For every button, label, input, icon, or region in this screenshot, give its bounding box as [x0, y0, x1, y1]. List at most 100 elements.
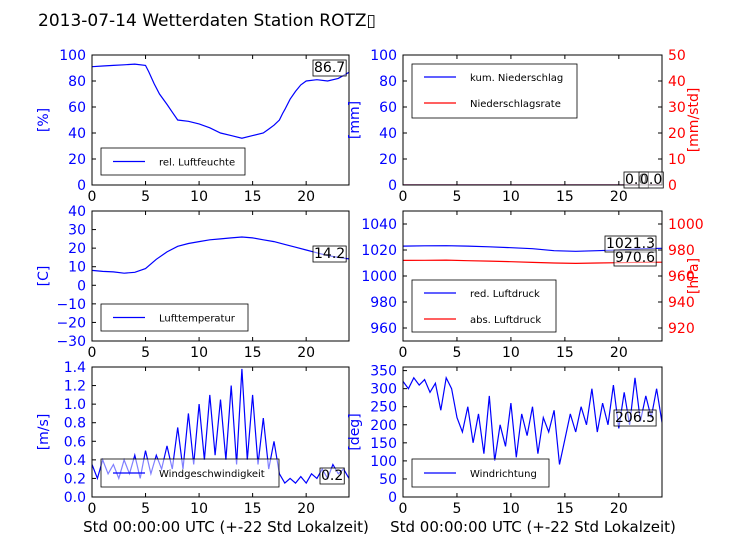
- legend-label: Windrichtung: [470, 469, 537, 480]
- y-axis-label: [mm]: [347, 101, 363, 139]
- legend: Lufttemperatur: [100, 303, 249, 332]
- legend: kum. Niederschlag Niederschlagsrate: [411, 63, 578, 119]
- legend-label: Windgeschwindigkeit: [159, 469, 265, 480]
- y-tick-label: 10: [68, 260, 86, 276]
- x-tick-label: 15: [244, 189, 262, 205]
- series-line-humidity-0: [92, 63, 349, 139]
- y-tick-label: 350: [370, 364, 397, 380]
- legend-label: red. Luftdruck: [470, 289, 540, 300]
- y-tick-label: 20: [379, 152, 397, 168]
- figure-title: 2013-07-14 Wetterdaten Station ROTZ▯: [38, 11, 376, 31]
- value-annotation: 206.5: [615, 410, 655, 426]
- y-tick-label: 40: [379, 126, 397, 142]
- y-tick-label: 1.2: [64, 379, 86, 395]
- y-tick-label: 0.6: [64, 434, 86, 450]
- x-tick-label: 20: [610, 501, 628, 517]
- series-line-temperature-0: [92, 236, 349, 274]
- y-tick-label: −30: [56, 334, 86, 350]
- y-tick-label: 0.8: [64, 416, 86, 432]
- x-tick-label: 5: [141, 189, 150, 205]
- annotation-box-2: [638, 171, 664, 189]
- legend: red. Luftdruck abs. Luftdruck: [411, 279, 557, 333]
- y-tick-label: 1000: [361, 269, 397, 285]
- legend-label: Niederschlagsrate: [470, 99, 561, 110]
- annotation-box: [613, 409, 657, 427]
- legend-label: rel. Luftfeuchte: [159, 158, 235, 169]
- x-tick-label: 5: [452, 501, 461, 517]
- x-tick-label: 10: [190, 189, 208, 205]
- y-right-tick-label: 50: [668, 48, 686, 64]
- x-tick-label: 15: [244, 345, 262, 361]
- y-tick-label: 1.0: [64, 397, 86, 413]
- y-tick-label: 100: [370, 454, 397, 470]
- x-tick-label: 15: [556, 189, 574, 205]
- y-tick-label: 0: [388, 178, 397, 194]
- y-right-tick-label: 920: [668, 321, 695, 337]
- y-tick-label: 50: [379, 472, 397, 488]
- y-right-tick-label: 20: [668, 126, 686, 142]
- annotation-box: [312, 245, 347, 263]
- y-tick-label: 80: [379, 74, 397, 90]
- y-tick-label: 100: [370, 48, 397, 64]
- y-right-tick-label: 0: [668, 178, 677, 194]
- x-tick-label: 15: [244, 501, 262, 517]
- plot-frame: [402, 366, 663, 498]
- y-tick-label: 0: [388, 490, 397, 506]
- x-tick-label: 20: [297, 189, 315, 205]
- x-tick-label: 0: [399, 189, 408, 205]
- legend-box: [411, 63, 578, 119]
- panel-pressure: 0 5 10 15 20 960 980 1000 1020 1040 920 940 960 980 10…: [361, 210, 704, 361]
- y-right-tick-label: 1000: [668, 217, 704, 233]
- legend-box: [411, 279, 557, 333]
- y-tick-label: 60: [379, 100, 397, 116]
- y-tick-label: 0.2: [64, 471, 86, 487]
- y-tick-label: 100: [59, 48, 86, 64]
- annotation-box-2: [613, 249, 657, 267]
- x-tick-label: 0: [88, 189, 97, 205]
- legend: Windgeschwindigkeit: [100, 458, 280, 488]
- y-tick-label: −20: [56, 315, 86, 331]
- x-axis-label-left: Std 00:00:00 UTC (+-22 Std Lokalzeit): [83, 518, 369, 536]
- y-axis-label: [deg]: [347, 413, 363, 450]
- x-tick-label: 15: [556, 501, 574, 517]
- y-axis-label: [%]: [36, 108, 52, 132]
- legend-label: Lufttemperatur: [159, 314, 236, 325]
- x-tick-label: 0: [399, 501, 408, 517]
- x-tick-label: 10: [502, 501, 520, 517]
- y-axis-label-right: [hPa]: [686, 258, 702, 294]
- panel-wind: 0 5 10 15 20 0.0 0.2 0.4 0.6 0.8 1.0 1.2 1.4 [m/s] Win…: [36, 360, 350, 517]
- y-right-tick-label: 10: [668, 152, 686, 168]
- y-tick-label: 0.4: [64, 453, 86, 469]
- x-axis-label-right: Std 00:00:00 UTC (+-22 Std Lokalzeit): [390, 518, 676, 536]
- value-annotation-2: 970.6: [615, 250, 655, 266]
- x-tick-label: 10: [190, 345, 208, 361]
- panel-humidity: 0 5 10 15 20 0 20 40 60 80 100 [%] rel. Luftfeuchte 8…: [36, 48, 350, 205]
- series-line-wind-0: [92, 368, 349, 485]
- x-tick-label: 20: [297, 501, 315, 517]
- value-annotation: 86.7: [314, 60, 345, 76]
- series-line-direction-0: [403, 375, 662, 465]
- y-tick-label: 0.0: [64, 490, 86, 506]
- legend: Windrichtung: [411, 458, 550, 488]
- y-tick-label: 200: [370, 418, 397, 434]
- panel-precip: 0 5 10 15 20 0 20 40 60 80 100 0 10 20 30 40 50 [mm] [mm/s…: [347, 48, 702, 205]
- plot-frame: [91, 54, 350, 186]
- value-annotation: 0.2: [321, 468, 343, 484]
- panel-direction: 0 5 10 15 20050100150200250300350[deg]Windri…: [347, 364, 663, 517]
- y-axis-label-right: [mm/std]: [686, 88, 702, 153]
- y-tick-label: 30: [68, 223, 86, 239]
- x-tick-label: 15: [556, 345, 574, 361]
- annotation-box: [312, 59, 347, 77]
- y-tick-label: −10: [56, 297, 86, 313]
- x-tick-label: 5: [452, 189, 461, 205]
- y-tick-label: 40: [68, 204, 86, 220]
- x-tick-label: 10: [190, 501, 208, 517]
- legend-label: abs. Luftdruck: [470, 315, 541, 326]
- y-right-tick-label: 940: [668, 295, 695, 311]
- x-tick-label: 0: [88, 501, 97, 517]
- legend: rel. Luftfeuchte: [100, 147, 246, 176]
- y-right-tick-label: 30: [668, 100, 686, 116]
- y-tick-label: 0: [77, 178, 86, 194]
- y-tick-label: 60: [68, 100, 86, 116]
